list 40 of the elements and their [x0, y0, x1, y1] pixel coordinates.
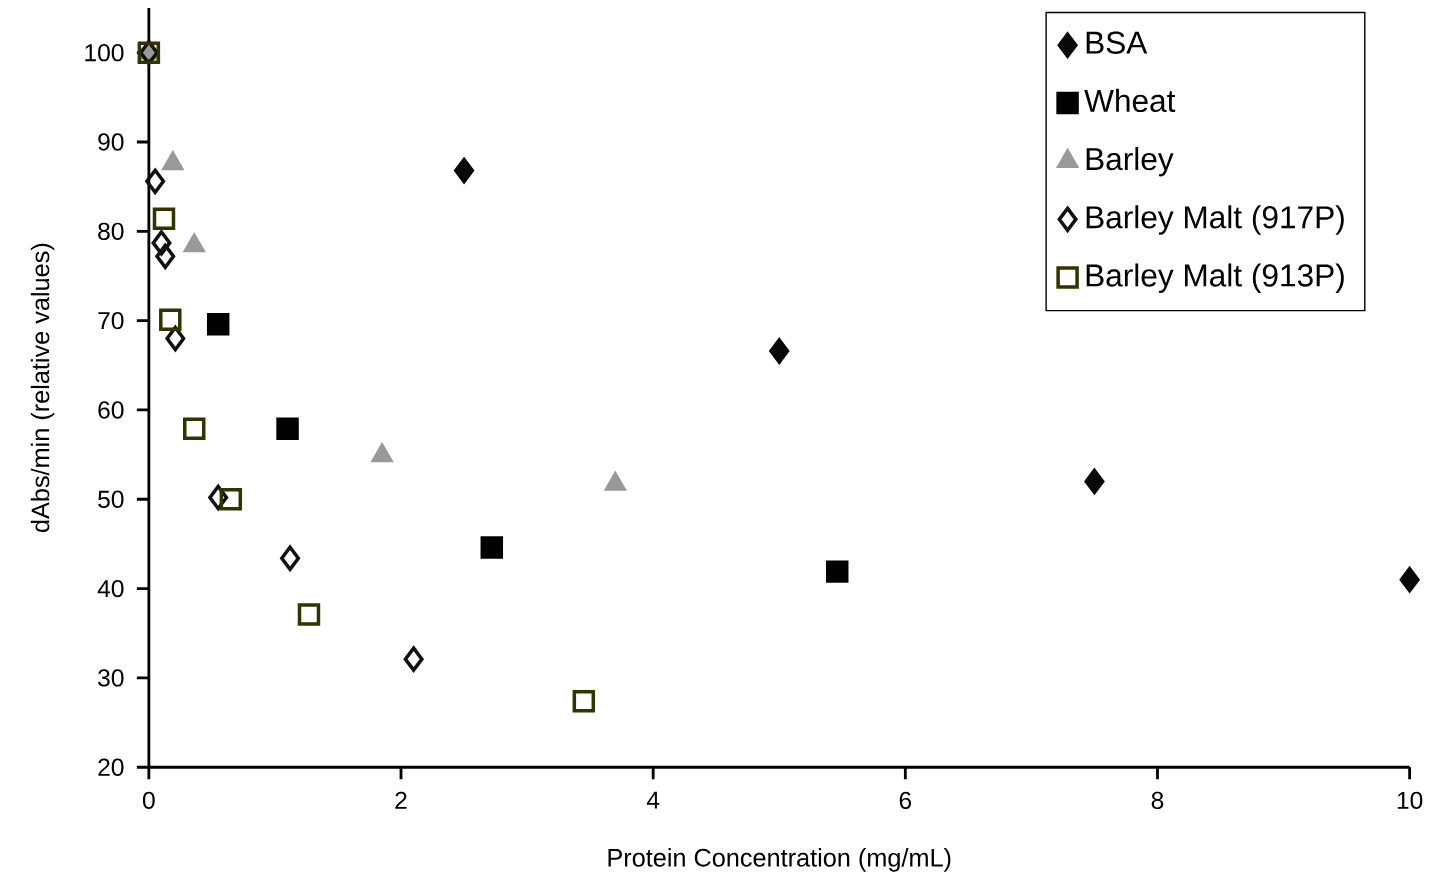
x-tick-label: 2 — [395, 791, 407, 809]
y-tick-label: 90 — [98, 133, 124, 151]
point — [276, 417, 299, 440]
x-tick-label: 10 — [1397, 791, 1423, 809]
point — [297, 603, 321, 626]
point — [454, 157, 475, 184]
legend-label: Barley — [1086, 147, 1174, 177]
point — [219, 487, 243, 511]
x-tick-label: 0 — [142, 791, 155, 809]
y-tick-label: 50 — [98, 490, 124, 508]
y-tick-label: 100 — [85, 43, 124, 62]
y-tick-label: 30 — [98, 669, 124, 687]
point — [145, 168, 166, 194]
y-tick-label: 40 — [97, 579, 124, 598]
y-tick-label: 20 — [98, 758, 124, 776]
point — [152, 207, 176, 230]
y-axis-title: dAbs/min (relative values) — [30, 243, 55, 532]
point — [480, 536, 504, 559]
legend-label: Barley Malt (917P) — [1086, 205, 1344, 235]
point — [769, 338, 790, 364]
legend-label: Wheat — [1084, 88, 1176, 113]
x-tick-label: 4 — [646, 791, 660, 809]
y-tick-label: 70 — [98, 311, 124, 330]
point — [183, 417, 206, 440]
point — [206, 312, 230, 336]
point — [572, 689, 596, 713]
point — [280, 545, 301, 571]
x-tick-label: 6 — [899, 791, 912, 809]
y-tick-label: 60 — [98, 401, 124, 419]
legend-label: Barley Malt (913P) — [1086, 263, 1344, 293]
point — [159, 308, 182, 331]
point — [155, 243, 176, 269]
legend-label: BSA — [1086, 31, 1148, 54]
point — [403, 646, 424, 672]
y-tick-label: 80 — [98, 222, 124, 240]
x-tick-label: 8 — [1151, 791, 1164, 809]
point — [1084, 468, 1105, 495]
point — [826, 560, 849, 583]
point — [151, 230, 172, 256]
x-axis-title: Protein Concentration (mg/mL) — [608, 848, 951, 872]
